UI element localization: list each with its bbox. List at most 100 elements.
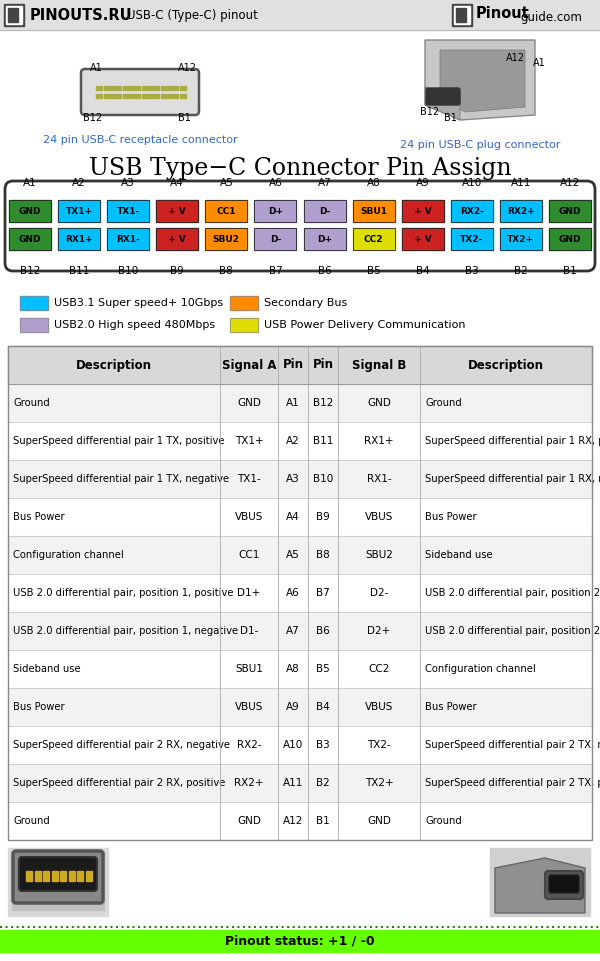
Text: SuperSpeed differential pair 1 RX, negative: SuperSpeed differential pair 1 RX, negat… [425, 474, 600, 484]
Text: USB 2.0 differential pair, position 2, positive: USB 2.0 differential pair, position 2, p… [425, 626, 600, 636]
Bar [8, 802, 592, 840]
Text: A6: A6 [269, 178, 283, 188]
Text: GND: GND [367, 398, 391, 408]
Bar [8, 346, 592, 384]
Text: B7: B7 [269, 266, 283, 276]
Text: B4: B4 [416, 266, 430, 276]
Bar [451, 200, 493, 222]
Text: Pinout status: +1 / -0: Pinout status: +1 / -0 [225, 934, 375, 948]
Text: PINOUTS.RU: PINOUTS.RU [30, 8, 133, 22]
Polygon shape [440, 50, 525, 112]
Bar [100, 94, 102, 98]
Text: TX2+: TX2+ [508, 234, 535, 243]
Text: SuperSpeed differential pair 2 RX, negative: SuperSpeed differential pair 2 RX, negat… [13, 740, 230, 750]
Text: D+: D+ [268, 207, 283, 215]
Text: Bus Power: Bus Power [13, 702, 65, 712]
Text: B6: B6 [317, 266, 331, 276]
Text: B10: B10 [313, 474, 333, 484]
Text: Bus Power: Bus Power [425, 512, 476, 522]
Text: B1: B1 [563, 266, 577, 276]
Text: D+: D+ [317, 234, 332, 243]
Text: A7: A7 [286, 626, 300, 636]
Text: TX1+: TX1+ [235, 436, 263, 446]
Bar [9, 200, 51, 222]
Text: GND: GND [559, 234, 581, 243]
Text: SBU1: SBU1 [360, 207, 387, 215]
Bar [230, 318, 258, 332]
Bar [8, 346, 592, 384]
Bar [172, 86, 175, 90]
Text: SBU2: SBU2 [213, 234, 240, 243]
Text: GND: GND [19, 207, 41, 215]
Text: A12: A12 [560, 178, 580, 188]
Bar [138, 86, 140, 90]
Bar [52, 871, 58, 881]
Bar [107, 228, 149, 250]
Bar [58, 200, 100, 222]
Bar [156, 200, 198, 222]
Bar [451, 228, 493, 250]
Bar [164, 94, 167, 98]
Bar [184, 86, 186, 90]
Bar [353, 200, 395, 222]
Text: SuperSpeed differential pair 1 TX, negative: SuperSpeed differential pair 1 TX, negat… [13, 474, 229, 484]
Text: B3: B3 [316, 740, 330, 750]
Bar [172, 94, 175, 98]
Text: A10: A10 [283, 740, 303, 750]
Bar [8, 536, 592, 574]
Text: B7: B7 [316, 588, 330, 598]
Bar [107, 228, 149, 250]
Text: B11: B11 [69, 266, 89, 276]
Bar [107, 200, 149, 222]
Bar [8, 460, 592, 498]
Bar [0, 0, 600, 30]
Bar [402, 200, 444, 222]
Bar [149, 94, 152, 98]
Bar [179, 94, 182, 98]
Text: GND: GND [559, 207, 581, 215]
Text: Sideband use: Sideband use [13, 664, 80, 674]
Bar [8, 384, 592, 422]
Bar [60, 871, 66, 881]
Text: A6: A6 [286, 588, 300, 598]
Bar [8, 536, 592, 574]
Bar [8, 498, 592, 536]
Bar [20, 296, 48, 310]
Text: D1-: D1- [240, 626, 258, 636]
Text: B12: B12 [313, 398, 333, 408]
Bar [4, 4, 24, 26]
Bar [402, 228, 444, 250]
Text: B2: B2 [514, 266, 528, 276]
Text: RX1-: RX1- [116, 234, 140, 243]
Bar [145, 94, 148, 98]
Bar [230, 296, 258, 310]
Text: SuperSpeed differential pair 1 TX, positive: SuperSpeed differential pair 1 TX, posit… [13, 436, 224, 446]
Text: Configuration channel: Configuration channel [425, 664, 536, 674]
Bar [8, 498, 592, 536]
Bar [500, 228, 542, 250]
Bar [500, 228, 542, 250]
Text: A9: A9 [416, 178, 430, 188]
Text: RX1+: RX1+ [65, 234, 93, 243]
Bar [115, 86, 118, 90]
Text: GND: GND [367, 816, 391, 826]
Bar [8, 612, 592, 650]
Bar [58, 228, 100, 250]
Text: Pin: Pin [283, 358, 304, 372]
Text: + V: + V [414, 207, 431, 215]
Text: D-: D- [319, 207, 330, 215]
Text: Ground: Ground [425, 816, 462, 826]
Bar [8, 574, 592, 612]
Bar [168, 86, 170, 90]
Bar [8, 726, 592, 764]
Text: A11: A11 [511, 178, 531, 188]
Text: USB2.0 High speed 480Mbps: USB2.0 High speed 480Mbps [54, 320, 215, 330]
Bar [0, 930, 600, 952]
Bar [8, 8, 18, 22]
Text: 24 pin USB-C receptacle connector: 24 pin USB-C receptacle connector [43, 135, 238, 145]
Bar [402, 200, 444, 222]
Text: Sideband use: Sideband use [425, 550, 493, 560]
Text: VBUS: VBUS [365, 702, 393, 712]
Bar [111, 94, 114, 98]
FancyBboxPatch shape [545, 871, 583, 899]
